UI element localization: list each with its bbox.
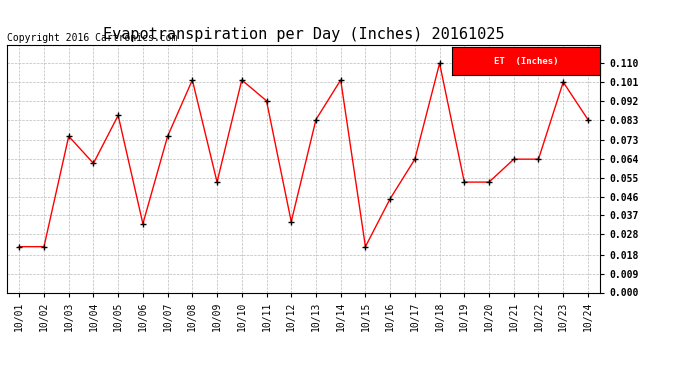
Title: Evapotranspiration per Day (Inches) 20161025: Evapotranspiration per Day (Inches) 2016… <box>103 27 504 42</box>
Text: Copyright 2016 Cartronics.com: Copyright 2016 Cartronics.com <box>7 33 177 42</box>
